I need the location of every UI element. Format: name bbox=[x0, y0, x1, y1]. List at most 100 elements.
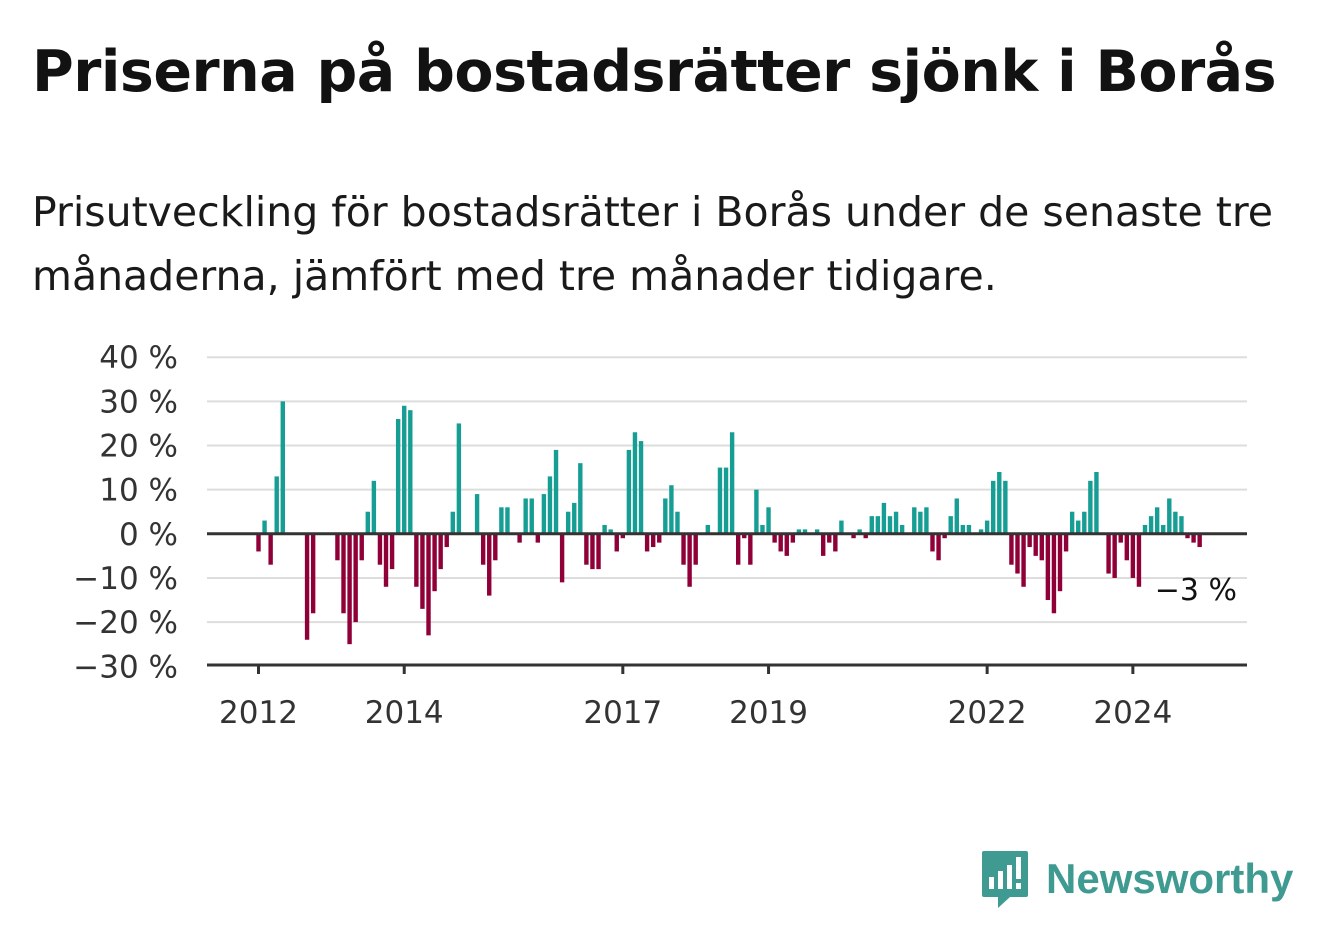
bar bbox=[784, 533, 789, 556]
bar bbox=[705, 524, 711, 534]
bar bbox=[924, 507, 929, 534]
bar bbox=[644, 533, 650, 552]
bar bbox=[863, 533, 868, 539]
bar bbox=[402, 405, 407, 534]
bar bbox=[383, 533, 389, 587]
bar bbox=[802, 529, 808, 534]
bar bbox=[729, 432, 735, 534]
bar bbox=[1112, 533, 1117, 578]
bar bbox=[754, 489, 759, 534]
newsworthy-logo-icon bbox=[982, 851, 1028, 908]
bar bbox=[839, 520, 844, 534]
bar bbox=[395, 419, 401, 534]
newsworthy-logo: Newsworthy bbox=[980, 848, 1293, 910]
bar bbox=[869, 516, 874, 534]
bar bbox=[742, 533, 747, 539]
bar bbox=[359, 533, 364, 561]
bar bbox=[420, 533, 425, 609]
bar bbox=[414, 533, 419, 587]
bar bbox=[681, 533, 686, 565]
axes bbox=[207, 532, 1247, 667]
page-title: Priserna på bostadsrätter sjönk i Borås bbox=[32, 39, 1277, 105]
bar bbox=[1161, 524, 1166, 534]
bar bbox=[274, 476, 279, 534]
bar bbox=[984, 520, 990, 534]
bar bbox=[778, 533, 783, 552]
y-tick-label: 20 % bbox=[99, 429, 178, 465]
bar bbox=[827, 533, 832, 543]
bar bbox=[353, 533, 358, 623]
bar bbox=[1045, 533, 1051, 601]
bar bbox=[389, 533, 395, 570]
y-tick-label: −10 % bbox=[73, 561, 178, 597]
x-tick-label: 2017 bbox=[583, 695, 662, 731]
bar bbox=[1167, 498, 1172, 534]
bar bbox=[954, 498, 959, 534]
y-tick-label: 10 % bbox=[99, 473, 178, 509]
bar bbox=[487, 533, 492, 596]
bar bbox=[1118, 533, 1123, 543]
bar bbox=[851, 533, 856, 539]
bar bbox=[833, 533, 838, 552]
y-tick-label: 30 % bbox=[99, 384, 178, 420]
bar bbox=[608, 529, 613, 534]
bar bbox=[748, 533, 753, 565]
bar bbox=[1148, 516, 1154, 534]
bar bbox=[881, 502, 887, 534]
bar bbox=[991, 480, 996, 534]
bar bbox=[335, 533, 340, 561]
bar bbox=[638, 441, 644, 534]
bar bbox=[450, 511, 456, 534]
bar bbox=[280, 401, 285, 534]
bar bbox=[1063, 533, 1069, 552]
bar bbox=[1082, 511, 1087, 534]
bar bbox=[1197, 533, 1202, 548]
bar bbox=[559, 533, 565, 583]
bar bbox=[529, 498, 534, 534]
bar bbox=[893, 511, 899, 534]
bar bbox=[978, 529, 984, 534]
bar bbox=[820, 533, 826, 556]
bar bbox=[523, 498, 528, 534]
bar bbox=[474, 494, 480, 534]
bar bbox=[1094, 471, 1099, 534]
bar bbox=[814, 529, 820, 534]
bar bbox=[796, 529, 802, 534]
bar bbox=[663, 498, 668, 534]
bar bbox=[1179, 516, 1184, 534]
bar bbox=[505, 507, 510, 534]
bar bbox=[1021, 533, 1026, 587]
bar bbox=[723, 467, 729, 534]
y-tick-label: 40 % bbox=[99, 340, 178, 376]
bar bbox=[766, 507, 771, 534]
bar bbox=[377, 533, 383, 565]
bar bbox=[1154, 507, 1160, 534]
bar bbox=[365, 511, 370, 534]
bar bbox=[493, 533, 498, 561]
bar bbox=[268, 533, 273, 565]
bar bbox=[735, 533, 741, 565]
page-subtitle: Prisutveckling för bostadsrätter i Borås… bbox=[32, 188, 1274, 300]
bar bbox=[966, 524, 972, 534]
x-axis-ticks: 2012 2014 2017 2019 2022 2024 bbox=[219, 665, 1172, 731]
bar bbox=[657, 533, 662, 543]
bar bbox=[899, 524, 905, 534]
bar bbox=[857, 529, 862, 534]
y-tick-label: −30 % bbox=[73, 649, 178, 685]
x-tick-label: 2014 bbox=[365, 695, 444, 731]
bar bbox=[936, 533, 941, 561]
bar bbox=[760, 524, 765, 534]
bar bbox=[596, 533, 601, 570]
bar bbox=[620, 533, 626, 539]
bar bbox=[942, 533, 947, 539]
x-tick-label: 2024 bbox=[1093, 695, 1172, 731]
bar bbox=[948, 516, 953, 534]
bar bbox=[1027, 533, 1032, 548]
bar bbox=[1191, 533, 1196, 543]
bar bbox=[1076, 520, 1081, 534]
bar bbox=[1039, 533, 1044, 561]
bars bbox=[256, 401, 1202, 645]
bar bbox=[456, 423, 462, 534]
bar bbox=[997, 471, 1002, 534]
